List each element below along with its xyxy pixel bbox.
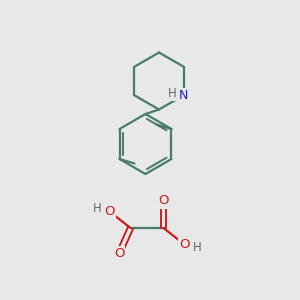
Text: H: H (92, 202, 101, 215)
Text: O: O (179, 238, 190, 251)
Text: H: H (193, 241, 202, 254)
Text: O: O (114, 247, 124, 260)
Text: O: O (104, 205, 115, 218)
Text: O: O (158, 194, 169, 208)
Text: H: H (168, 87, 177, 100)
Text: N: N (179, 89, 188, 102)
